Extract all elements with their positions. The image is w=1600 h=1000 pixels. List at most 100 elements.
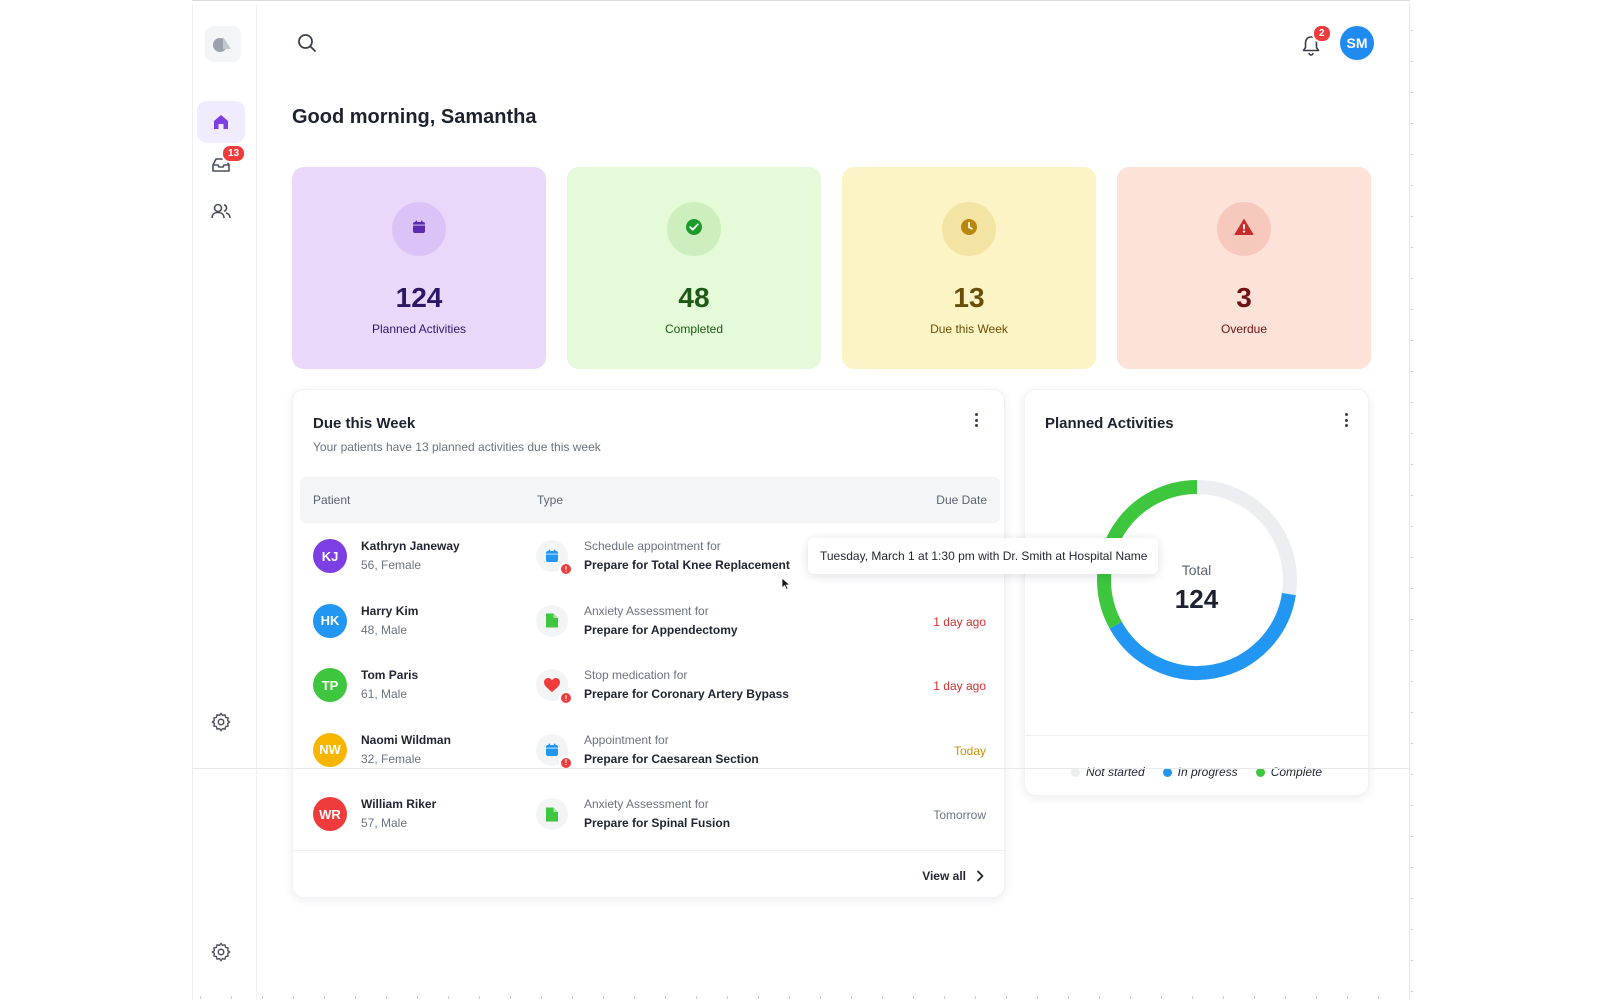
table-row[interactable]: TP Tom Paris 61, Male ! Stop medication … [293,656,1006,720]
activity-type-label: Anxiety Assessment for [584,797,709,811]
search-button[interactable] [296,32,320,56]
stat-card-due-this-week[interactable]: 13 Due this Week [842,167,1096,369]
activity-type-icon-wrap: ! [536,669,573,705]
card-footer-divider [293,850,1006,851]
alert-icon: ! [559,755,573,770]
check-icon [685,218,703,241]
patient-avatar: TP [313,668,347,702]
table-row[interactable]: NW Naomi Wildman 32, Female ! Appointmen… [293,721,1006,785]
warning-icon [1234,218,1254,241]
activity-type-icon-wrap [536,604,568,637]
stat-icon-circle [942,202,996,256]
page-greeting: Good morning, Samantha [292,106,537,128]
sidebar-item-settings-bottom[interactable] [197,931,245,973]
calendar-icon [544,742,560,758]
patient-name[interactable]: Tom Paris [361,668,419,682]
patient-name[interactable]: Naomi Wildman [361,732,451,747]
due-date: 1 day ago [933,614,986,629]
activity-title[interactable]: Prepare for Caesarean Section [584,751,759,766]
patient-name[interactable]: Kathryn Janeway [361,539,460,553]
notifications-badge: 2 [1312,24,1332,43]
due-date-tooltip: Tuesday, March 1 at 1:30 pm with Dr. Smi… [808,538,1158,574]
due-this-week-subtitle: Your patients have 13 planned activities… [313,440,601,454]
patient-info: 32, Female [361,751,422,766]
donut-slice-complete[interactable] [1097,480,1198,629]
stat-value: 13 [953,282,985,313]
activity-type-label: Appointment for [584,732,669,747]
donut-slice-not-started[interactable] [1196,480,1297,596]
activity-title[interactable]: Prepare for Coronary Artery Bypass [584,687,789,701]
patient-info: 57, Male [361,816,408,830]
table-row[interactable]: WR William Riker 57, Male Anxiety Assess… [293,785,1006,849]
table-row[interactable]: KJ Kathryn Janeway 56, Female ! Schedule… [293,527,1006,591]
activity-type-label: Anxiety Assessment for [584,603,709,618]
column-header-type[interactable]: Type [537,493,564,507]
stat-icon-circle [667,202,721,256]
chevron-right-icon [977,870,984,882]
planned-card-menu-button[interactable] [1339,410,1353,430]
due-this-week-title: Due this Week [313,415,416,432]
column-header-due-date[interactable]: Due Date [936,493,987,507]
calendar-icon [411,219,427,240]
stat-label: Planned Activities [371,322,467,336]
view-all-label: View all [922,869,966,883]
users-icon [211,203,231,219]
patient-name[interactable]: Harry Kim [361,603,419,618]
sidebar: 13 [193,4,257,1000]
sidebar-item-settings[interactable] [197,701,245,743]
view-all-link[interactable]: View all [922,869,984,883]
planned-activities-title: Planned Activities [1045,415,1174,432]
sidebar-item-home[interactable] [197,101,245,143]
patient-avatar: WR [313,797,347,831]
stat-label: Completed [664,322,724,336]
patient-info: 56, Female [361,558,422,572]
inbox-badge: 13 [221,144,247,163]
activity-type-label: Stop medication for [584,668,688,682]
heart-icon [543,677,561,693]
stat-card-completed[interactable]: 48 Completed [567,167,821,369]
gear-icon [211,712,231,732]
patient-avatar: HK [313,603,347,638]
guide-line [192,768,1410,769]
sidebar-item-patients[interactable] [197,190,245,232]
activity-title[interactable]: Prepare for Appendectomy [584,622,738,637]
stat-card-planned-activities[interactable]: 124 Planned Activities [292,167,546,369]
home-icon [214,115,228,129]
user-avatar[interactable]: SM [1340,26,1374,60]
document-icon [545,806,559,823]
stat-icon-circle [392,202,446,256]
stat-value: 124 [395,282,443,313]
calendar-icon [544,548,560,564]
sidebar-item-inbox[interactable]: 13 [197,144,247,186]
app-logo[interactable] [205,26,241,62]
stat-value: 3 [1236,282,1252,313]
activity-type-icon-wrap [536,798,568,830]
gear-icon [211,942,231,962]
donut-total-label: Total [1181,562,1212,578]
due-card-menu-button[interactable] [969,410,983,430]
patient-avatar: KJ [313,539,347,573]
column-header-patient[interactable]: Patient [313,493,351,507]
patient-name[interactable]: William Riker [361,797,437,811]
donut-total-value: 124 [1174,584,1219,614]
patient-info: 61, Male [361,687,408,701]
stat-value: 48 [678,282,710,313]
legend-swatch [1162,767,1172,777]
activity-title[interactable]: Prepare for Total Knee Replacement [584,558,790,572]
alert-icon: ! [559,691,573,705]
legend-swatch [1255,767,1265,777]
donut-slice-in-progress[interactable] [1109,592,1296,680]
patient-avatar: NW [313,732,347,767]
patient-info: 48, Male [361,622,408,637]
logo-icon [213,37,231,52]
stat-label: Overdue [1220,322,1268,336]
notifications-button[interactable]: 2 [1300,24,1332,58]
stat-card-overdue[interactable]: 3 Overdue [1117,167,1371,369]
ruler-ticks-horizontal [200,996,1400,999]
activity-title[interactable]: Prepare for Spinal Fusion [584,816,731,830]
stat-label: Due this Week [930,322,1008,336]
activity-type-icon-wrap: ! [536,540,573,576]
table-row[interactable]: HK Harry Kim 48, Male Anxiety Assessment… [293,592,1006,656]
due-date: 1 day ago [933,679,986,693]
planned-activities-card: Planned Activities Total 124 Not started… [1024,389,1369,796]
